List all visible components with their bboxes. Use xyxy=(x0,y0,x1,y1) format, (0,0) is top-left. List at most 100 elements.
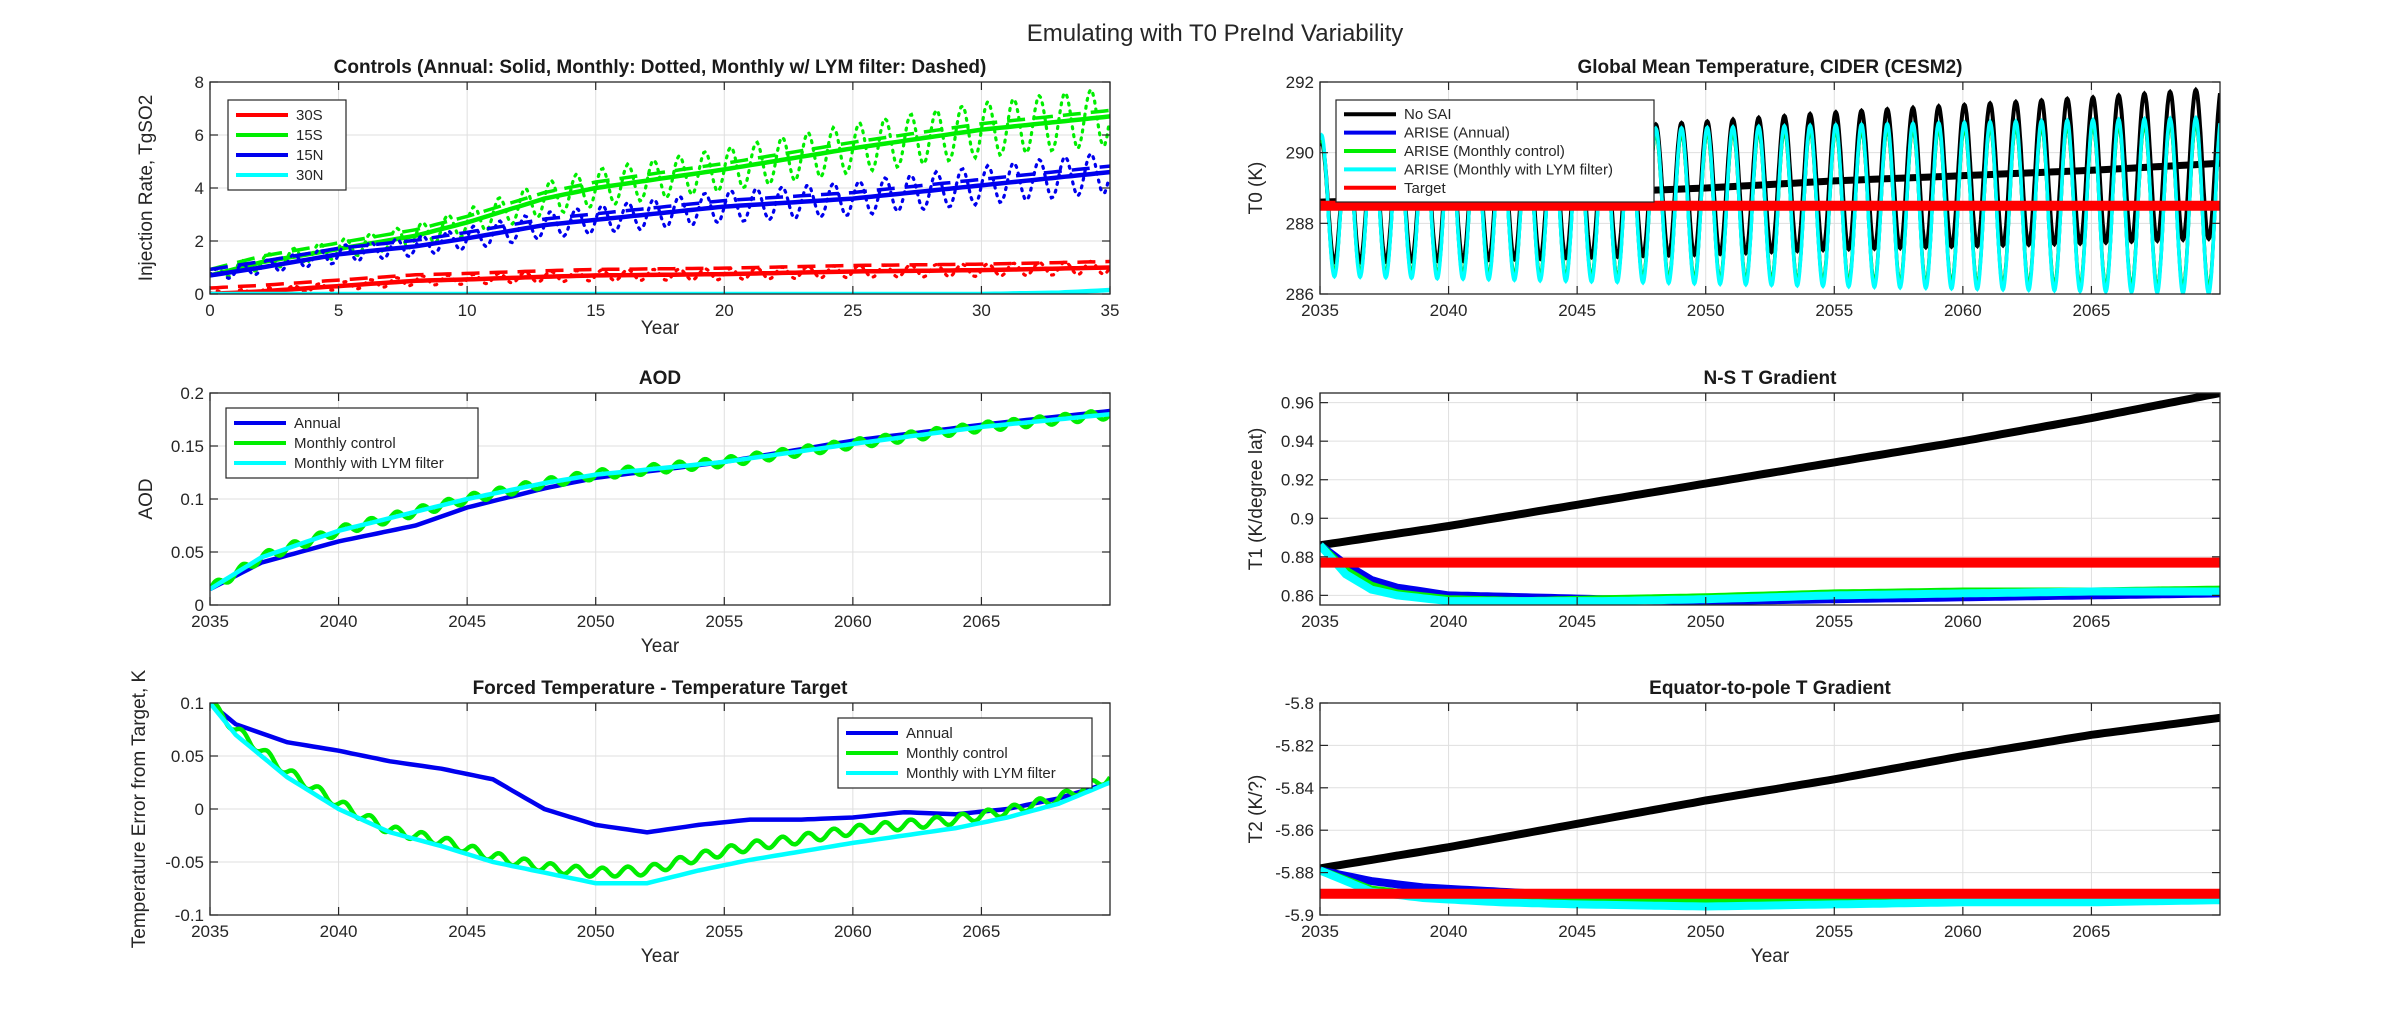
y-tick-label: 0.2 xyxy=(180,384,204,403)
x-tick-label: 2040 xyxy=(320,922,358,941)
y-tick-label: 288 xyxy=(1286,214,1314,233)
legend-label-no-sai: No SAI xyxy=(1404,106,1452,123)
legend-label-monthly-control: Monthly control xyxy=(906,745,1008,762)
legend-label-annual: Annual xyxy=(294,415,341,432)
legend: Annual Monthly control Monthly with LYM fi… xyxy=(837,717,1093,789)
legend-label-arise-monthly-with-lym-filter: ARISE (Monthly with LYM filter) xyxy=(1404,161,1613,178)
x-tick-label: 2060 xyxy=(1944,922,1982,941)
panel-title: AOD xyxy=(639,368,681,389)
x-tick-label: 30 xyxy=(972,301,991,320)
x-tick-label: 2055 xyxy=(1815,301,1853,320)
plot-area xyxy=(1320,393,2220,605)
legend-label-annual: Annual xyxy=(906,725,953,742)
panel-6: 2035 2040 2045 2050 2055 2060 2065 -5.9 -5.88 -5.… xyxy=(1246,678,2221,967)
panel-title: Equator-to-pole T Gradient xyxy=(1649,678,1891,699)
y-axis-label: Temperature Error from Target, K xyxy=(129,669,150,948)
series-group xyxy=(210,408,1110,592)
y-axis-label: T0 (K) xyxy=(1246,162,1267,215)
y-tick-label: -5.86 xyxy=(1275,821,1314,840)
x-tick-label: 2055 xyxy=(705,922,743,941)
x-tick-label: 2045 xyxy=(448,612,486,631)
x-tick-label: 2065 xyxy=(963,922,1001,941)
x-tick-label: 2060 xyxy=(1944,612,1982,631)
series-no-sai xyxy=(1320,713,2220,873)
y-tick-label: 0.88 xyxy=(1281,548,1314,567)
series-group xyxy=(210,86,1110,294)
x-tick-label: 2035 xyxy=(1301,301,1339,320)
y-tick-label: 0 xyxy=(195,596,204,615)
x-tick-label: 15 xyxy=(586,301,605,320)
x-tick-label: 2035 xyxy=(191,612,229,631)
y-tick-label: 6 xyxy=(195,126,204,145)
series-group xyxy=(1320,86,2220,294)
x-tick-label: 2045 xyxy=(1558,922,1596,941)
legend: Annual Monthly control Monthly with LYM fi… xyxy=(225,407,479,479)
series-arise-monthly-with-lym-filter xyxy=(1320,866,2220,911)
x-tick-label: 2050 xyxy=(1687,301,1725,320)
panel-3: 2035 2040 2045 2050 2055 2060 2065 -0.1 -0.05 0 0.… xyxy=(129,669,1111,967)
y-tick-label: -5.84 xyxy=(1275,779,1314,798)
legend-label-monthly-with-lym-filter: Monthly with LYM filter xyxy=(294,455,444,472)
x-tick-label: 2050 xyxy=(577,922,615,941)
legend-label-target: Target xyxy=(1404,180,1447,197)
panel-1: 0 5 10 15 20 25 30 35 0 2 4 6 8 Controls (Annual: Sol… xyxy=(136,57,1119,339)
y-tick-label: -0.1 xyxy=(175,906,204,925)
y-axis-label: T2 (K/?) xyxy=(1246,775,1267,844)
legend-label-30n: 30N xyxy=(296,167,324,184)
x-tick-label: 2050 xyxy=(1687,612,1725,631)
x-axis-label: Year xyxy=(1751,946,1790,967)
legend: 30S 15S 15N 30N xyxy=(227,99,347,191)
series-group xyxy=(1320,393,2220,605)
x-tick-label: 2040 xyxy=(1430,301,1468,320)
x-tick-label: 20 xyxy=(715,301,734,320)
x-tick-label: 2055 xyxy=(1815,922,1853,941)
y-tick-label: 0.94 xyxy=(1281,432,1314,451)
y-tick-label: 2 xyxy=(195,232,204,251)
x-tick-label: 2060 xyxy=(1944,301,1982,320)
series-monthly-with-lym-filter xyxy=(210,411,1110,592)
y-tick-label: 0.86 xyxy=(1281,586,1314,605)
y-tick-label: 4 xyxy=(195,179,204,198)
y-tick-label: 0.92 xyxy=(1281,471,1314,490)
axes-box xyxy=(1319,702,2221,916)
y-tick-label: 0.1 xyxy=(180,694,204,713)
x-tick-label: 2060 xyxy=(834,922,872,941)
x-tick-label: 2055 xyxy=(1815,612,1853,631)
x-tick-label: 0 xyxy=(205,301,214,320)
series-group xyxy=(1320,713,2220,911)
series-15s-monthly xyxy=(210,86,1110,279)
y-axis-label: AOD xyxy=(136,478,157,519)
y-tick-label: 0.05 xyxy=(171,543,204,562)
legend-label-monthly-control: Monthly control xyxy=(294,435,396,452)
y-tick-label: 290 xyxy=(1286,144,1314,163)
x-tick-label: 2035 xyxy=(1301,612,1339,631)
y-tick-label: -5.88 xyxy=(1275,864,1314,883)
x-axis-label: Year xyxy=(641,946,680,967)
y-tick-label: 0 xyxy=(195,800,204,819)
axes-box xyxy=(1319,81,2221,295)
axes-box xyxy=(1319,392,2221,606)
y-tick-label: -5.82 xyxy=(1275,736,1314,755)
y-tick-label: -0.05 xyxy=(165,853,204,872)
series-15n xyxy=(210,169,1110,278)
legend-label-arise-annual: ARISE (Annual) xyxy=(1404,125,1510,142)
x-tick-label: 2060 xyxy=(834,612,872,631)
x-tick-label: 2045 xyxy=(448,922,486,941)
legend: No SAI ARISE (Annual)ARISE (Monthly contr… xyxy=(1335,99,1655,203)
panel-4: 2035 2040 2045 2050 2055 2060 2065 286 288 290 292… xyxy=(1246,57,2221,320)
panel-title: N-S T Gradient xyxy=(1703,368,1837,389)
x-tick-label: 2045 xyxy=(1558,612,1596,631)
y-tick-label: 292 xyxy=(1286,73,1314,92)
y-axis-label: T1 (K/degree lat) xyxy=(1246,428,1267,571)
x-tick-label: 2050 xyxy=(577,612,615,631)
y-tick-label: 286 xyxy=(1286,285,1314,304)
x-tick-label: 2065 xyxy=(2073,612,2111,631)
figure-suptitle: Emulating with T0 PreInd Variability xyxy=(1027,20,1404,47)
x-tick-label: 5 xyxy=(334,301,343,320)
x-tick-label: 10 xyxy=(458,301,477,320)
x-tick-label: 2065 xyxy=(963,612,1001,631)
panel-title: Forced Temperature - Temperature Target xyxy=(473,678,848,699)
legend-label-arise-monthly-control: ARISE (Monthly control) xyxy=(1404,143,1565,160)
series-monthly-with-lym-filter xyxy=(210,703,1110,886)
